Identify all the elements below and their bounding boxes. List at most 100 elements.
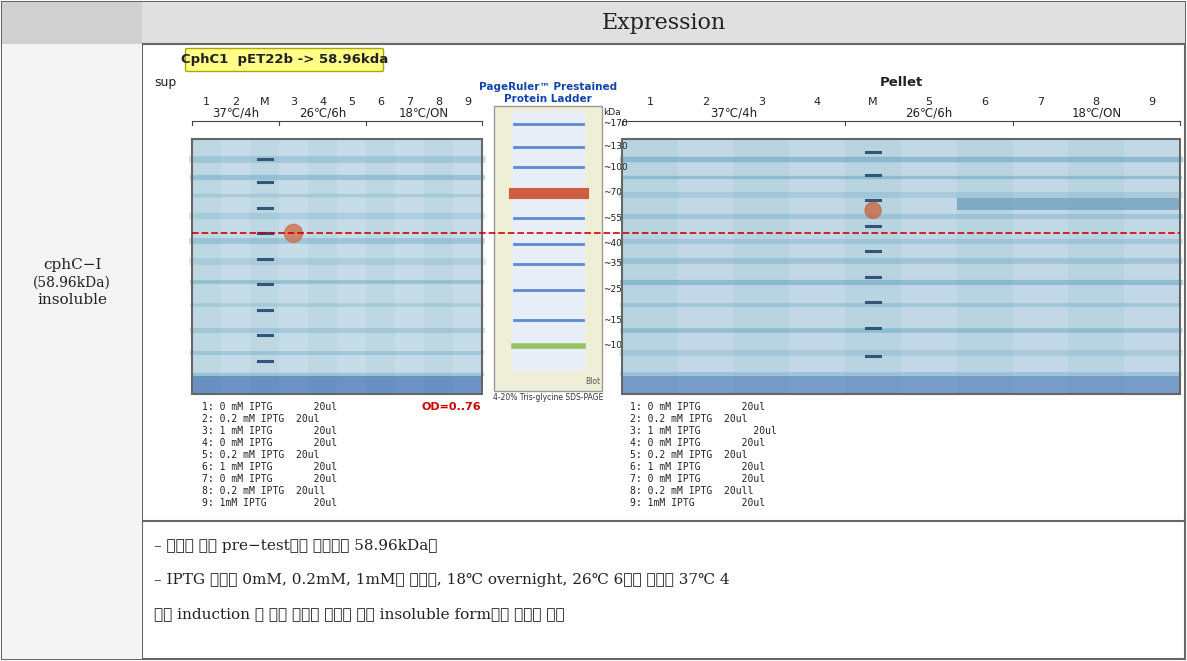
Bar: [622, 376, 1180, 394]
Text: 5: 5: [348, 97, 355, 107]
Text: 37℃/4h: 37℃/4h: [710, 106, 757, 119]
Text: 9: 1mM IPTG        20ul: 9: 1mM IPTG 20ul: [630, 498, 766, 508]
Text: ~40: ~40: [603, 239, 622, 248]
Text: 18℃/ON: 18℃/ON: [1071, 106, 1122, 119]
Text: 4-20% Tris-glycine SDS-PAGE: 4-20% Tris-glycine SDS-PAGE: [493, 393, 603, 402]
Bar: [395, 139, 424, 394]
Bar: [192, 139, 221, 394]
Text: 1: 1: [647, 97, 653, 107]
Text: 5: 0.2 mM IPTG  20ul: 5: 0.2 mM IPTG 20ul: [202, 450, 319, 460]
Bar: [1124, 139, 1180, 394]
Text: ~15: ~15: [603, 315, 622, 325]
Text: 9: 9: [464, 97, 471, 107]
Text: 4: 0 mM IPTG       20ul: 4: 0 mM IPTG 20ul: [202, 438, 337, 448]
Bar: [366, 139, 395, 394]
Text: ~100: ~100: [603, 163, 628, 172]
Text: 2: 2: [703, 97, 710, 107]
Bar: [1013, 139, 1068, 394]
Text: M: M: [260, 97, 269, 107]
Text: Protein Ladder: Protein Ladder: [504, 94, 592, 104]
Text: ~10: ~10: [603, 341, 622, 350]
Text: 7: 7: [406, 97, 413, 107]
Text: (58.96kDa): (58.96kDa): [33, 276, 110, 290]
Bar: [957, 198, 1013, 210]
Text: 1: 0 mM IPTG       20ul: 1: 0 mM IPTG 20ul: [630, 402, 766, 412]
Text: 8: 0.2 mM IPTG  20ull: 8: 0.2 mM IPTG 20ull: [202, 486, 325, 496]
Text: PageRuler™ Prestained: PageRuler™ Prestained: [478, 82, 617, 92]
Text: 2: 0.2 mM IPTG  20ul: 2: 0.2 mM IPTG 20ul: [202, 414, 319, 424]
Text: 26℃/6h: 26℃/6h: [906, 106, 952, 119]
Text: ~25: ~25: [603, 285, 622, 294]
Text: CphC1  pET22b -> 58.96kda: CphC1 pET22b -> 58.96kda: [180, 54, 388, 67]
Bar: [622, 139, 678, 394]
Bar: [307, 139, 337, 394]
Text: kDa: kDa: [603, 108, 621, 117]
Circle shape: [285, 224, 303, 243]
Bar: [1068, 198, 1124, 210]
Bar: [901, 139, 957, 394]
Text: 7: 7: [1037, 97, 1045, 107]
Text: M: M: [868, 97, 878, 107]
Bar: [192, 376, 482, 394]
Text: 6: 6: [982, 97, 989, 107]
Text: 4: 4: [814, 97, 821, 107]
Text: 18℃/ON: 18℃/ON: [399, 106, 449, 119]
Text: 3: 1 mM IPTG         20ul: 3: 1 mM IPTG 20ul: [630, 426, 776, 436]
Text: 7: 0 mM IPTG       20ul: 7: 0 mM IPTG 20ul: [202, 474, 337, 484]
Text: 9: 9: [1149, 97, 1156, 107]
Bar: [622, 139, 1180, 394]
Text: 1: 0 mM IPTG       20ul: 1: 0 mM IPTG 20ul: [202, 402, 337, 412]
Bar: [957, 139, 1013, 394]
Text: 6: 6: [377, 97, 385, 107]
Text: 6: 1 mM IPTG       20ul: 6: 1 mM IPTG 20ul: [202, 462, 337, 472]
Text: Pellet: Pellet: [880, 76, 922, 89]
Bar: [279, 139, 307, 394]
Bar: [1068, 139, 1124, 394]
Text: insoluble: insoluble: [37, 293, 107, 307]
Text: 3: 3: [290, 97, 297, 107]
Text: 37℃/4h: 37℃/4h: [212, 106, 259, 119]
Text: 3: 3: [758, 97, 764, 107]
Text: ~130: ~130: [603, 142, 628, 151]
Text: 3: 1 mM IPTG       20ul: 3: 1 mM IPTG 20ul: [202, 426, 337, 436]
Text: 8: 0.2 mM IPTG  20ull: 8: 0.2 mM IPTG 20ull: [630, 486, 754, 496]
Text: 9: 1mM IPTG        20ul: 9: 1mM IPTG 20ul: [202, 498, 337, 508]
Text: ~170: ~170: [603, 119, 628, 128]
Bar: [250, 139, 279, 394]
Text: 5: 0.2 mM IPTG  20ul: 5: 0.2 mM IPTG 20ul: [630, 450, 748, 460]
Text: ~55: ~55: [603, 214, 622, 223]
Text: cphC−I: cphC−I: [43, 258, 101, 272]
Bar: [2, 2, 142, 44]
Text: – 단백질 발현 pre−test결과 단백질은 58.96kDa임: – 단백질 발현 pre−test결과 단백질은 58.96kDa임: [154, 539, 437, 553]
Bar: [221, 139, 250, 394]
Bar: [424, 139, 453, 394]
Bar: [789, 139, 845, 394]
Text: Blot: Blot: [585, 377, 599, 386]
Text: 26℃/6h: 26℃/6h: [299, 106, 347, 119]
Bar: [678, 139, 734, 394]
Text: Expression: Expression: [602, 12, 725, 34]
Text: 6: 1 mM IPTG       20ul: 6: 1 mM IPTG 20ul: [630, 462, 766, 472]
Bar: [337, 139, 366, 394]
Text: OD=0..76: OD=0..76: [423, 402, 482, 412]
Bar: [192, 139, 482, 394]
Bar: [2, 44, 142, 659]
Bar: [1013, 198, 1068, 210]
Bar: [512, 111, 585, 371]
Bar: [1124, 198, 1180, 210]
Text: 2: 2: [231, 97, 239, 107]
Text: ~70: ~70: [603, 188, 622, 197]
Text: 7: 0 mM IPTG       20ul: 7: 0 mM IPTG 20ul: [630, 474, 766, 484]
Bar: [453, 139, 482, 394]
Text: 4: 0 mM IPTG       20ul: 4: 0 mM IPTG 20ul: [630, 438, 766, 448]
Text: 8: 8: [1093, 97, 1100, 107]
Bar: [734, 139, 789, 394]
FancyBboxPatch shape: [185, 48, 383, 71]
Text: 1: 1: [203, 97, 210, 107]
Text: 5: 5: [926, 97, 933, 107]
Bar: [2, 2, 1185, 44]
Bar: [622, 139, 1180, 394]
Bar: [494, 106, 602, 391]
Text: 2: 0.2 mM IPTG  20ul: 2: 0.2 mM IPTG 20ul: [630, 414, 748, 424]
Text: 4: 4: [319, 97, 326, 107]
